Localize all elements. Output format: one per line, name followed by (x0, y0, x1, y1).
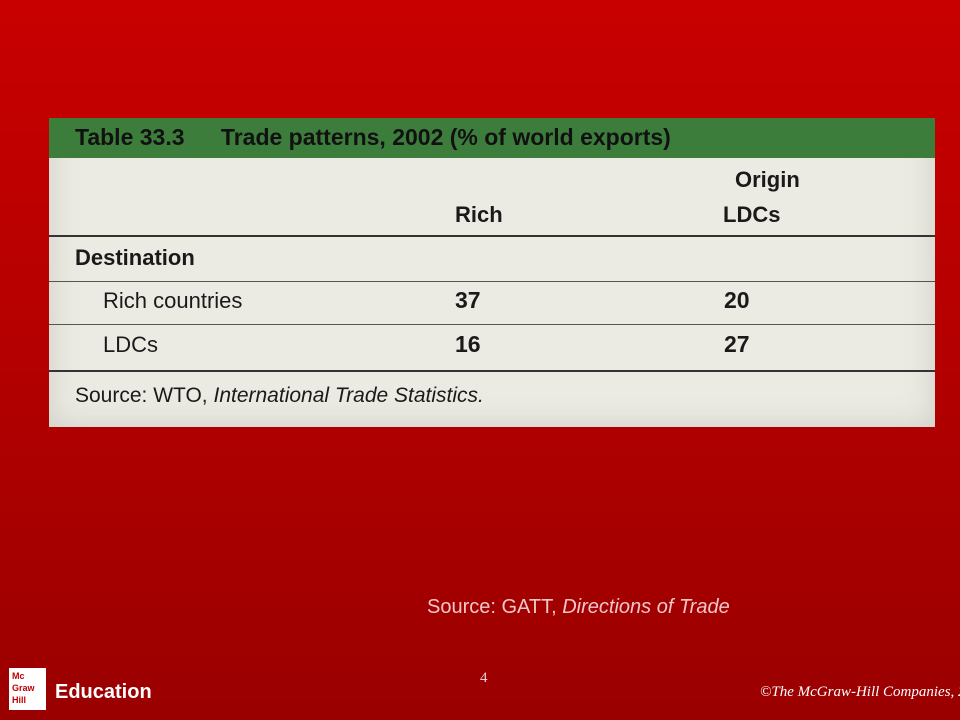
table-title: Table 33.3 Trade patterns, 2002 (% of wo… (75, 124, 671, 151)
slide-source-caption: Source: GATT, Directions of Trade (427, 596, 730, 619)
table-source-title: International Trade Statistics. (213, 384, 484, 407)
mcgraw-hill-logo: Mc Graw Hill (9, 668, 46, 710)
cell-ldcs-ldcs: 27 (724, 331, 750, 357)
table-source: Source: WTO, International Trade Statist… (75, 384, 484, 408)
table-header-bar: Table 33.3 Trade patterns, 2002 (% of wo… (49, 118, 935, 158)
logo-line-graw: Graw (12, 683, 35, 693)
copyright-notice: ©The McGraw-Hill Companies, 2005 (760, 684, 960, 700)
column-group-origin: Origin (735, 167, 800, 192)
header-rule (49, 235, 935, 237)
education-wordmark: Education (55, 681, 152, 703)
table-source-prefix: Source: WTO, (75, 384, 214, 407)
logo-line-mc: Mc (12, 671, 25, 681)
row-rule (49, 324, 935, 325)
cell-rich-ldcs: 20 (724, 287, 750, 313)
trade-table-image: Table 33.3 Trade patterns, 2002 (% of wo… (49, 118, 935, 427)
row-label-rich-countries: Rich countries (103, 288, 243, 313)
footer-rule (49, 370, 935, 372)
caption-prefix: Source: GATT, (427, 596, 563, 618)
cell-ldcs-rich: 16 (455, 331, 481, 357)
logo-line-hill: Hill (12, 695, 27, 705)
caption-title: Directions of Trade (562, 596, 730, 618)
cell-rich-rich: 37 (455, 287, 481, 313)
row-rule (49, 281, 935, 282)
column-header-rich: Rich (455, 202, 503, 227)
row-label-ldcs: LDCs (103, 332, 159, 357)
column-header-ldcs: LDCs (723, 202, 781, 227)
page-number: 4 (480, 670, 488, 686)
table-number: Table 33.3 (75, 124, 185, 150)
table-caption: Trade patterns, 2002 (% of world exports… (220, 124, 671, 150)
row-group-destination: Destination (75, 245, 195, 270)
